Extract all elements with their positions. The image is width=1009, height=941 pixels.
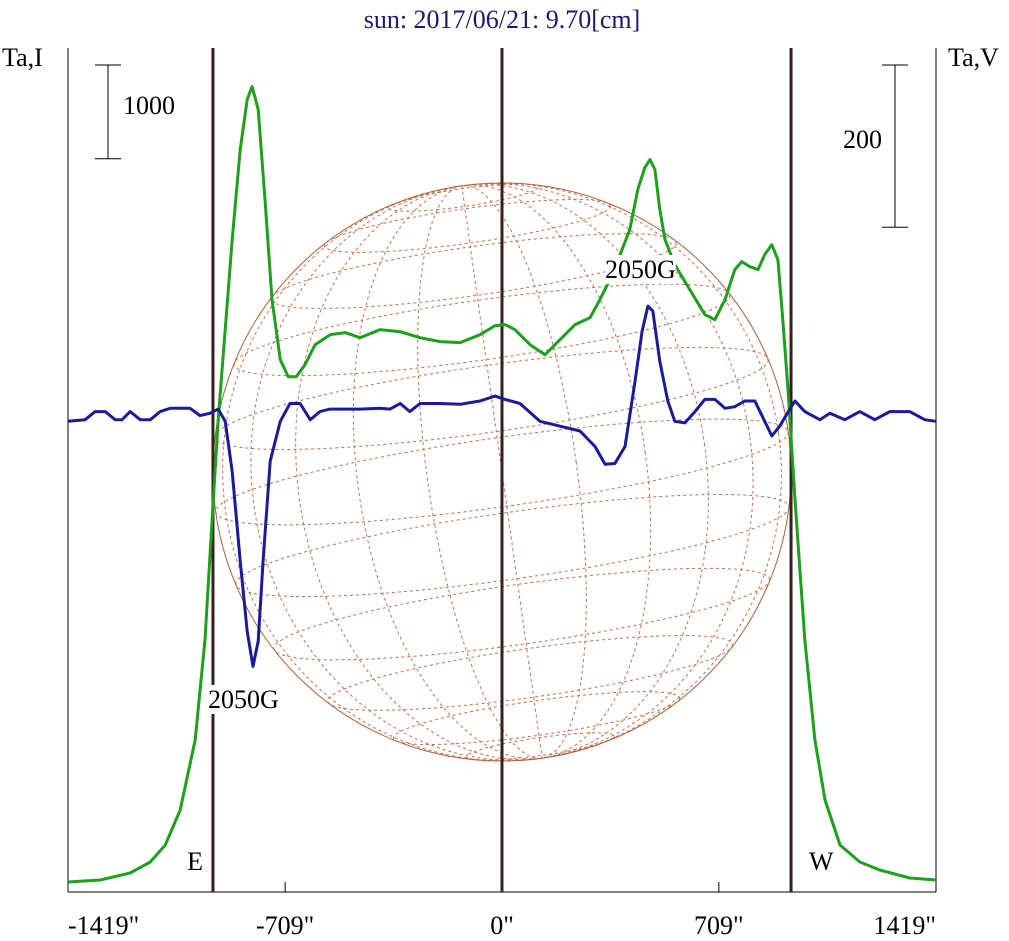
y-axis-label: Ta,I xyxy=(2,43,43,72)
x-tick-label: 0" xyxy=(490,911,514,940)
x-tick-label: -1419" xyxy=(68,911,139,940)
scale-bar-label: 1000 xyxy=(123,91,175,120)
chart-title: sun: 2017/06/21: 9.70[cm] xyxy=(364,5,641,34)
parallel xyxy=(233,283,731,377)
y2-axis-label: Ta,V xyxy=(948,43,999,72)
annotation: 2050G xyxy=(208,685,279,714)
parallel xyxy=(465,732,616,761)
annotation-bg xyxy=(605,255,676,284)
x-tick-label: -709" xyxy=(256,911,314,940)
parallel xyxy=(392,691,681,746)
annotation: 2050G xyxy=(605,255,676,284)
parallel xyxy=(273,567,771,661)
meridian xyxy=(250,183,754,761)
annotation-bg xyxy=(208,685,279,714)
data-line xyxy=(67,304,937,668)
scale-bar-label: 200 xyxy=(843,125,882,154)
parallel xyxy=(388,183,539,212)
data-line xyxy=(67,85,937,884)
limb-label: E xyxy=(187,847,203,876)
parallel xyxy=(327,635,734,711)
x-tick-label: 1419" xyxy=(873,911,936,940)
parallel xyxy=(270,233,677,309)
limb-label: W xyxy=(809,847,834,876)
parallel xyxy=(323,198,612,253)
parallel xyxy=(235,494,790,598)
x-tick-label: 709" xyxy=(694,911,744,940)
